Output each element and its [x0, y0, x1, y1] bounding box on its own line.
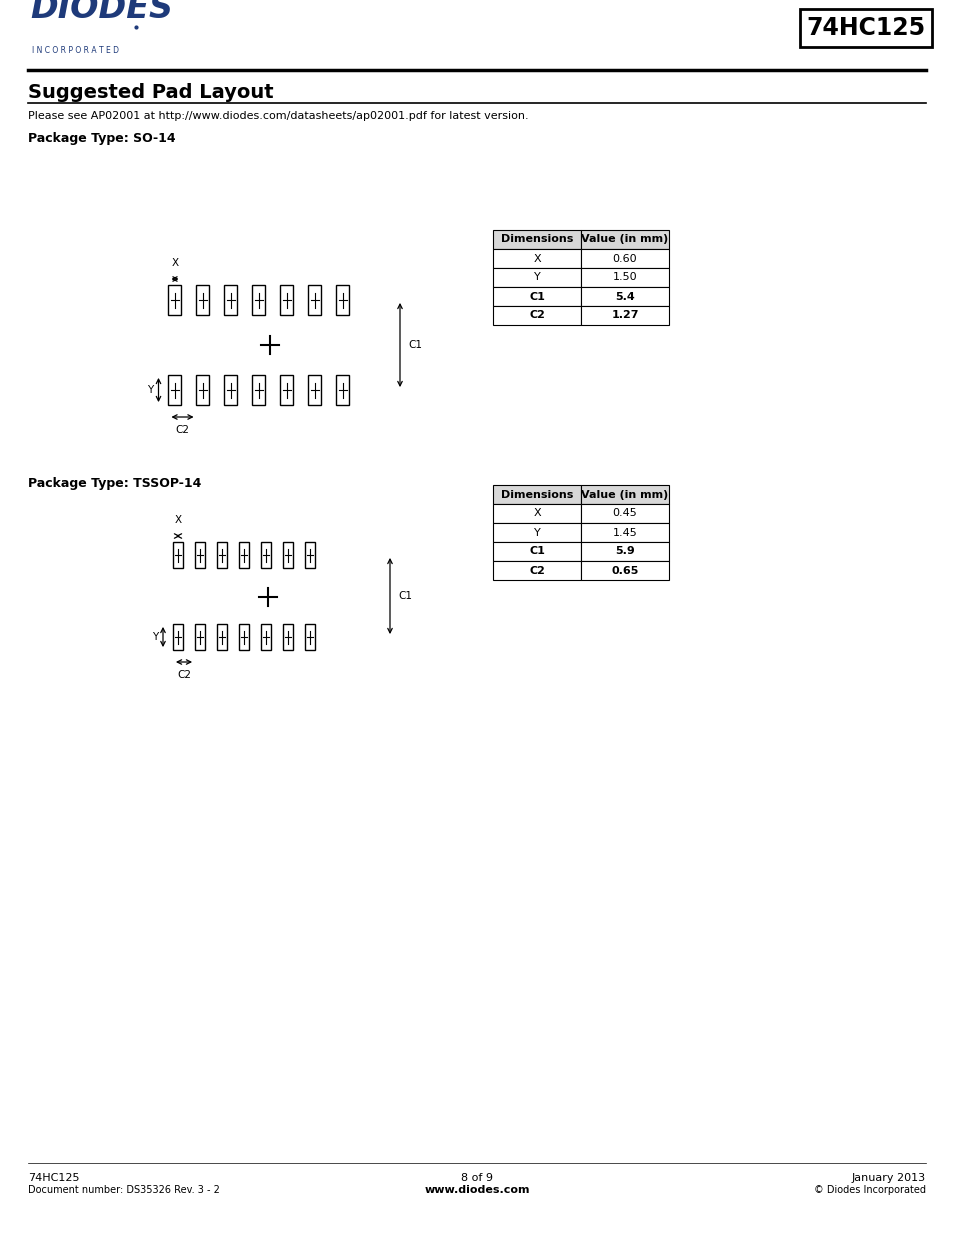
Bar [580, 306, 668, 325]
Text: Y: Y [152, 632, 158, 642]
Bar [280, 285, 294, 315]
Text: C2: C2 [529, 566, 544, 576]
Text: C2: C2 [175, 425, 190, 435]
Bar [283, 624, 293, 650]
Text: C1: C1 [529, 547, 544, 557]
Bar [253, 285, 265, 315]
Bar [493, 504, 580, 522]
Text: C1: C1 [408, 340, 421, 350]
Text: Suggested Pad Layout: Suggested Pad Layout [28, 83, 274, 103]
Bar [305, 624, 314, 650]
Bar [580, 485, 668, 504]
Bar [169, 285, 181, 315]
Bar [280, 375, 294, 405]
Text: Please see AP02001 at http://www.diodes.com/datasheets/ap02001.pdf for latest ve: Please see AP02001 at http://www.diodes.… [28, 111, 528, 121]
Bar [194, 624, 205, 650]
Text: C2: C2 [529, 310, 544, 321]
Text: 0.65: 0.65 [611, 566, 638, 576]
Bar [493, 561, 580, 580]
Bar [580, 542, 668, 561]
Bar [194, 542, 205, 568]
Bar [580, 268, 668, 287]
Bar [580, 522, 668, 542]
Bar [308, 375, 321, 405]
Text: 1.50: 1.50 [612, 273, 637, 283]
Text: © Diodes Incorporated: © Diodes Incorporated [813, 1186, 925, 1195]
Bar [580, 504, 668, 522]
Text: Y: Y [533, 273, 539, 283]
Bar [261, 624, 271, 650]
Bar [493, 249, 580, 268]
Bar [283, 542, 293, 568]
Bar [239, 542, 249, 568]
Text: Value (in mm): Value (in mm) [580, 235, 668, 245]
Text: www.diodes.com: www.diodes.com [424, 1186, 529, 1195]
Bar [172, 542, 183, 568]
Bar [493, 306, 580, 325]
Bar [580, 230, 668, 249]
Text: 0.60: 0.60 [612, 253, 637, 263]
Bar [216, 624, 227, 650]
Text: Y: Y [533, 527, 539, 537]
Bar [580, 287, 668, 306]
Text: 5.4: 5.4 [615, 291, 634, 301]
Bar [336, 285, 349, 315]
Text: X: X [172, 258, 178, 268]
Bar [580, 561, 668, 580]
Text: Package Type: TSSOP-14: Package Type: TSSOP-14 [28, 477, 201, 490]
Text: 8 of 9: 8 of 9 [460, 1173, 493, 1183]
Text: Document number: DS35326 Rev. 3 - 2: Document number: DS35326 Rev. 3 - 2 [28, 1186, 219, 1195]
Text: 74HC125: 74HC125 [805, 16, 924, 40]
Bar [239, 624, 249, 650]
Text: C1: C1 [529, 291, 544, 301]
Bar [580, 249, 668, 268]
Text: Value (in mm): Value (in mm) [580, 489, 668, 499]
Text: 74HC125: 74HC125 [28, 1173, 79, 1183]
Text: Dimensions: Dimensions [500, 489, 573, 499]
Bar [216, 542, 227, 568]
Bar [172, 624, 183, 650]
Bar [493, 287, 580, 306]
Bar [305, 542, 314, 568]
Bar [493, 268, 580, 287]
Bar [196, 375, 210, 405]
Bar [800, 9, 931, 47]
Bar [493, 230, 580, 249]
Bar [493, 542, 580, 561]
Text: X: X [533, 253, 540, 263]
Text: January 2013: January 2013 [851, 1173, 925, 1183]
Text: C2: C2 [177, 671, 191, 680]
Bar [169, 375, 181, 405]
Bar [308, 285, 321, 315]
Text: 0.45: 0.45 [612, 509, 637, 519]
Text: 5.9: 5.9 [615, 547, 634, 557]
Bar [28, 15, 143, 61]
Text: I N C O R P O R A T E D: I N C O R P O R A T E D [32, 46, 119, 56]
Bar [196, 285, 210, 315]
Text: 1.45: 1.45 [612, 527, 637, 537]
Text: X: X [174, 515, 181, 525]
Text: DIODES: DIODES [30, 0, 172, 25]
Bar [253, 375, 265, 405]
Text: Y: Y [147, 385, 153, 395]
Text: Dimensions: Dimensions [500, 235, 573, 245]
Bar [224, 285, 237, 315]
Bar [493, 522, 580, 542]
Bar [336, 375, 349, 405]
Bar [224, 375, 237, 405]
Text: 1.27: 1.27 [611, 310, 639, 321]
Text: Package Type: SO-14: Package Type: SO-14 [28, 132, 175, 144]
Text: C1: C1 [397, 592, 412, 601]
Text: X: X [533, 509, 540, 519]
Bar [493, 485, 580, 504]
Bar [261, 542, 271, 568]
